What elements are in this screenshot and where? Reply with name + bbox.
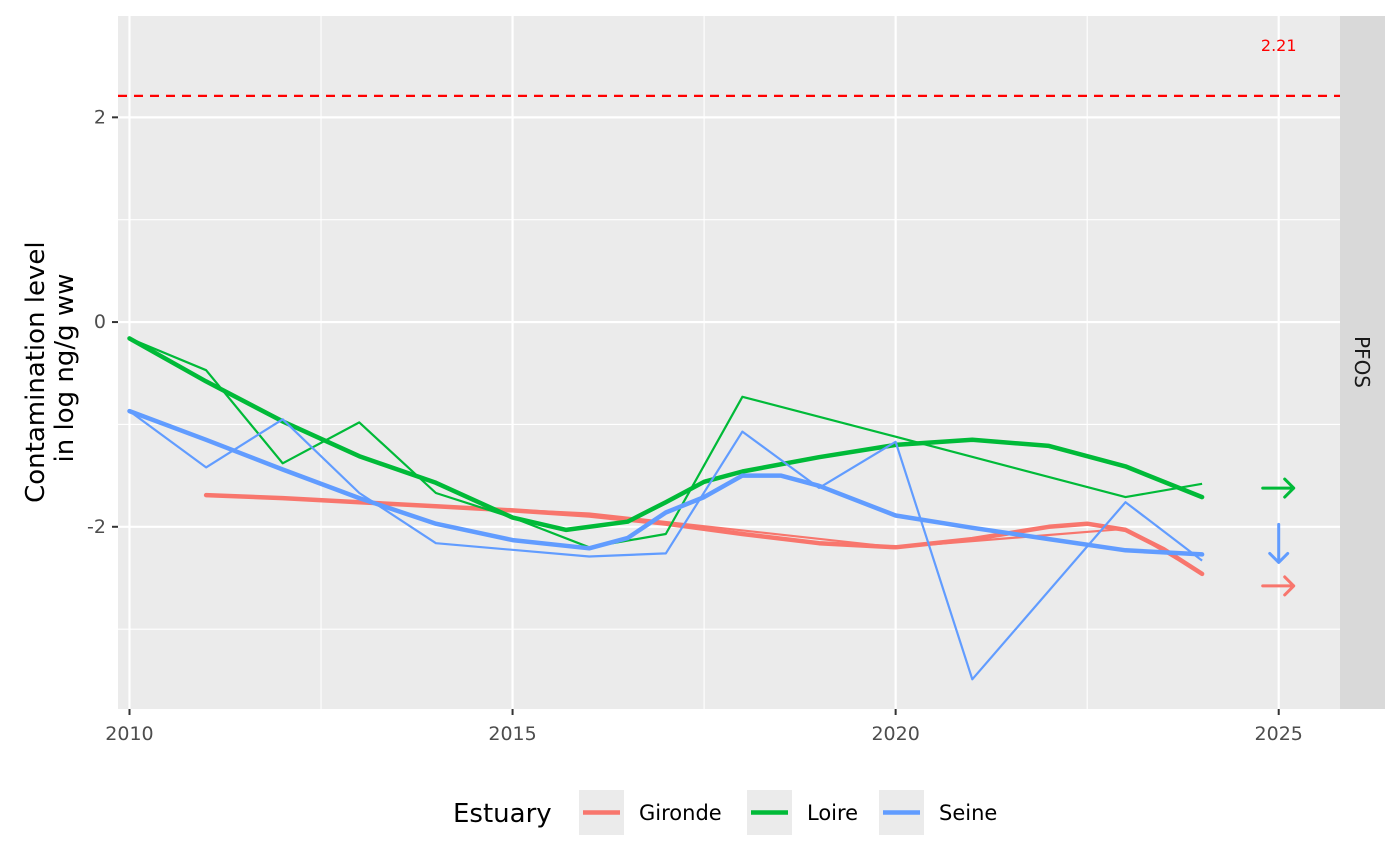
x-tick-label: 2025 xyxy=(1255,723,1303,745)
facet-strip-background xyxy=(1340,16,1385,709)
threshold-label: 2.21 xyxy=(1261,36,1297,55)
trend-arrows xyxy=(1261,477,1296,597)
series-smooth-seine xyxy=(127,408,1205,557)
x-axis: 2010 2015 2020 2025 xyxy=(105,709,1303,745)
grid-major xyxy=(118,16,1340,709)
x-tick-label: 2015 xyxy=(488,723,536,745)
plot-panel-background xyxy=(118,16,1340,709)
trend-arrow-gironde xyxy=(1261,575,1296,597)
legend: Estuary Gironde Loire Seine xyxy=(453,790,997,835)
threshold-layer: 2.21 xyxy=(118,36,1340,97)
trend-arrow-loire xyxy=(1261,477,1296,499)
facet-strip-label: PFOS xyxy=(1350,336,1374,388)
series-observed-seine xyxy=(128,410,1203,681)
series-smooth-loire xyxy=(127,336,1205,533)
y-tick-label: 2 xyxy=(94,106,106,128)
legend-title: Estuary xyxy=(453,799,552,829)
y-axis: -2 0 2 xyxy=(87,106,118,538)
y-tick-label: 0 xyxy=(94,311,106,333)
x-tick-label: 2020 xyxy=(871,723,919,745)
series-layer xyxy=(127,336,1205,681)
x-tick-label: 2010 xyxy=(105,723,153,745)
legend-label-gironde: Gironde xyxy=(639,801,722,825)
series-smooth-gironde xyxy=(203,492,1205,577)
y-axis-title: Contamination level in log ng/g ww xyxy=(21,233,80,503)
y-tick-label: -2 xyxy=(87,516,106,538)
trend-arrow-seine xyxy=(1268,522,1290,564)
y-axis-title-line-2: in log ng/g ww xyxy=(50,274,80,463)
series-observed-loire xyxy=(129,337,1203,549)
y-axis-title-line-1: Contamination level xyxy=(21,241,51,503)
legend-label-loire: Loire xyxy=(807,801,858,825)
grid-minor xyxy=(118,16,1340,709)
legend-label-seine: Seine xyxy=(939,801,997,825)
